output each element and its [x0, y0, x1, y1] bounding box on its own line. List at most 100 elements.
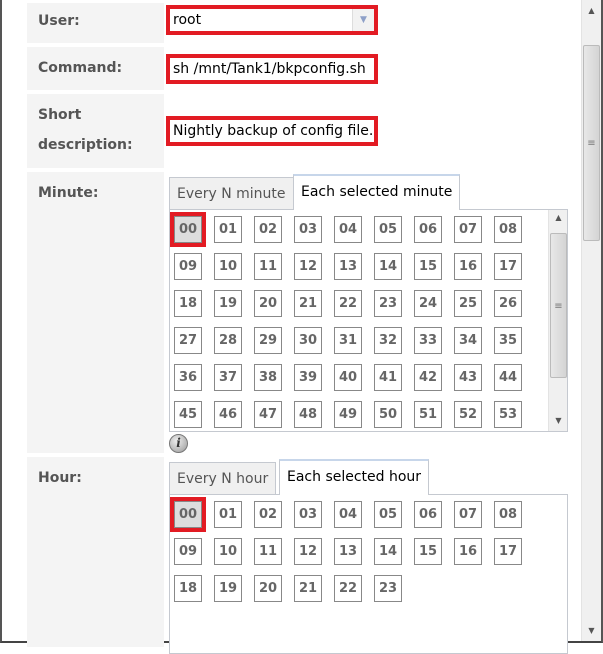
minute-cell-13[interactable]: 13: [334, 253, 362, 280]
minute-cell-51[interactable]: 51: [414, 401, 442, 428]
tab-each-selected-hour[interactable]: Each selected hour: [279, 459, 430, 495]
description-label-line2: description:: [38, 137, 133, 153]
minute-cell-32[interactable]: 32: [374, 327, 402, 354]
hour-cell-11[interactable]: 11: [254, 538, 282, 565]
hour-cell-10[interactable]: 10: [214, 538, 242, 565]
minute-cell-11[interactable]: 11: [254, 253, 282, 280]
scroll-up-icon[interactable]: ▲: [555, 213, 562, 222]
minute-cell-01[interactable]: 01: [214, 216, 242, 243]
description-input[interactable]: Nightly backup of config file.: [166, 116, 378, 146]
minute-cell-10[interactable]: 10: [214, 253, 242, 280]
minute-cell-29[interactable]: 29: [254, 327, 282, 354]
minute-cell-42[interactable]: 42: [414, 364, 442, 391]
command-label: Command:: [27, 47, 164, 90]
scroll-thumb[interactable]: ≡: [550, 233, 567, 378]
minute-cell-33[interactable]: 33: [414, 327, 442, 354]
hour-cell-17[interactable]: 17: [494, 538, 522, 565]
minute-cell-50[interactable]: 50: [374, 401, 402, 428]
hour-cell-03[interactable]: 03: [294, 501, 322, 528]
minute-scrollbar[interactable]: ▲ ≡ ▼: [548, 210, 567, 431]
minute-cell-49[interactable]: 49: [334, 401, 362, 428]
hour-cell-06[interactable]: 06: [414, 501, 442, 528]
hour-grid: 00 01 02 03 04 05 06 07 08 09 10 11 12 13 14 15 16 17 18 19…: [169, 494, 568, 654]
hour-cell-16[interactable]: 16: [454, 538, 482, 565]
scroll-down-icon[interactable]: ▼: [588, 626, 595, 635]
minute-cell-27[interactable]: 27: [174, 327, 202, 354]
minute-cell-41[interactable]: 41: [374, 364, 402, 391]
tab-every-n-minute[interactable]: Every N minute: [169, 177, 294, 211]
minute-cell-21[interactable]: 21: [294, 290, 322, 317]
minute-cell-15[interactable]: 15: [414, 253, 442, 280]
hour-cell-00[interactable]: 00: [170, 497, 206, 532]
minute-cell-38[interactable]: 38: [254, 364, 282, 391]
hour-cell-21[interactable]: 21: [294, 575, 322, 602]
minute-cell-31[interactable]: 31: [334, 327, 362, 354]
minute-cell-28[interactable]: 28: [214, 327, 242, 354]
minute-cell-35[interactable]: 35: [494, 327, 522, 354]
minute-cell-12[interactable]: 12: [294, 253, 322, 280]
hour-cell-07[interactable]: 07: [454, 501, 482, 528]
scroll-thumb[interactable]: ≡: [583, 45, 600, 241]
minute-cell-06[interactable]: 06: [414, 216, 442, 243]
hour-cell-20[interactable]: 20: [254, 575, 282, 602]
minute-cell-37[interactable]: 37: [214, 364, 242, 391]
minute-cell-45[interactable]: 45: [174, 401, 202, 428]
minute-cell-14[interactable]: 14: [374, 253, 402, 280]
minute-cell-47[interactable]: 47: [254, 401, 282, 428]
tab-each-selected-minute[interactable]: Each selected minute: [293, 174, 461, 210]
minute-cell-07[interactable]: 07: [454, 216, 482, 243]
minute-cell-17[interactable]: 17: [494, 253, 522, 280]
minute-cell-26[interactable]: 26: [494, 290, 522, 317]
minute-label: Minute:: [27, 172, 164, 453]
scroll-up-icon[interactable]: ▲: [588, 6, 595, 15]
hour-cell-08[interactable]: 08: [494, 501, 522, 528]
hour-cell-01[interactable]: 01: [214, 501, 242, 528]
hour-cell-12[interactable]: 12: [294, 538, 322, 565]
info-icon[interactable]: i: [169, 434, 188, 453]
hour-cell-14[interactable]: 14: [374, 538, 402, 565]
minute-cell-03[interactable]: 03: [294, 216, 322, 243]
minute-cell-04[interactable]: 04: [334, 216, 362, 243]
hour-cell-02[interactable]: 02: [254, 501, 282, 528]
minute-cell-24[interactable]: 24: [414, 290, 442, 317]
command-input[interactable]: sh /mnt/Tank1/bkpconfig.sh: [166, 54, 378, 84]
minute-cell-09[interactable]: 09: [174, 253, 202, 280]
minute-cell-25[interactable]: 25: [454, 290, 482, 317]
hour-cell-23[interactable]: 23: [374, 575, 402, 602]
chevron-down-icon[interactable]: ▼: [352, 9, 374, 31]
minute-cell-48[interactable]: 48: [294, 401, 322, 428]
minute-cell-18[interactable]: 18: [174, 290, 202, 317]
hour-cell-05[interactable]: 05: [374, 501, 402, 528]
minute-cell-44[interactable]: 44: [494, 364, 522, 391]
minute-cell-19[interactable]: 19: [214, 290, 242, 317]
scroll-down-icon[interactable]: ▼: [555, 416, 562, 425]
hour-cell-15[interactable]: 15: [414, 538, 442, 565]
hour-cell-18[interactable]: 18: [174, 575, 202, 602]
minute-cell-53[interactable]: 53: [494, 401, 522, 428]
minute-cell-05[interactable]: 05: [374, 216, 402, 243]
minute-cell-20[interactable]: 20: [254, 290, 282, 317]
page-scrollbar[interactable]: ▲ ≡ ▼: [581, 0, 601, 641]
hour-cell-13[interactable]: 13: [334, 538, 362, 565]
minute-cell-02[interactable]: 02: [254, 216, 282, 243]
minute-cell-22[interactable]: 22: [334, 290, 362, 317]
minute-cell-30[interactable]: 30: [294, 327, 322, 354]
minute-cell-23[interactable]: 23: [374, 290, 402, 317]
minute-cell-36[interactable]: 36: [174, 364, 202, 391]
minute-cell-40[interactable]: 40: [334, 364, 362, 391]
minute-cell-08[interactable]: 08: [494, 216, 522, 243]
hour-cell-22[interactable]: 22: [334, 575, 362, 602]
minute-cell-39[interactable]: 39: [294, 364, 322, 391]
user-select[interactable]: root ▼: [166, 5, 378, 35]
minute-cell-43[interactable]: 43: [454, 364, 482, 391]
minute-cell-52[interactable]: 52: [454, 401, 482, 428]
tab-every-n-hour[interactable]: Every N hour: [169, 462, 277, 496]
hour-cell-19[interactable]: 19: [214, 575, 242, 602]
minute-cell-00[interactable]: 00: [170, 212, 206, 247]
hour-cell-09[interactable]: 09: [174, 538, 202, 565]
minute-cell-46[interactable]: 46: [214, 401, 242, 428]
minute-cell-16[interactable]: 16: [454, 253, 482, 280]
hour-cell-04[interactable]: 04: [334, 501, 362, 528]
minute-cell-34[interactable]: 34: [454, 327, 482, 354]
user-label: User:: [27, 3, 164, 43]
